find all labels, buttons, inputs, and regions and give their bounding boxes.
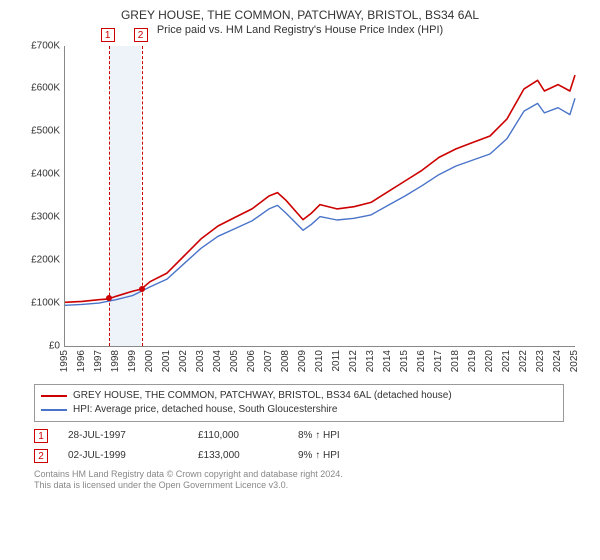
chart-marker-box: 1 (101, 28, 115, 42)
marker-line (142, 46, 143, 346)
legend-swatch-hpi (41, 409, 67, 411)
x-axis-label: 2009 (297, 350, 308, 372)
x-axis-label: 2023 (535, 350, 546, 372)
legend-item: GREY HOUSE, THE COMMON, PATCHWAY, BRISTO… (41, 389, 557, 403)
x-axis-label: 2010 (314, 350, 325, 372)
y-axis-label: £600K (20, 83, 60, 94)
x-axis-label: 1999 (127, 350, 138, 372)
y-axis-label: £700K (20, 40, 60, 51)
legend-swatch-subject (41, 395, 67, 397)
x-axis-label: 2002 (178, 350, 189, 372)
plot-region (64, 46, 575, 347)
sale-date: 02-JUL-1999 (68, 450, 178, 461)
x-axis-label: 2019 (467, 350, 478, 372)
legend-label: HPI: Average price, detached house, Sout… (73, 403, 337, 417)
sale-date: 28-JUL-1997 (68, 430, 178, 441)
x-axis-label: 2003 (195, 350, 206, 372)
y-axis-label: £300K (20, 212, 60, 223)
x-axis-label: 1998 (110, 350, 121, 372)
x-axis-label: 2025 (569, 350, 580, 372)
x-axis-label: 2024 (552, 350, 563, 372)
sale-marker-2: 2 (34, 449, 48, 463)
sale-delta: 9% ↑ HPI (298, 450, 388, 461)
footer-line: Contains HM Land Registry data © Crown c… (34, 469, 564, 481)
y-axis-label: £0 (20, 340, 60, 351)
x-axis-label: 2015 (399, 350, 410, 372)
sale-dot (106, 295, 112, 301)
legend: GREY HOUSE, THE COMMON, PATCHWAY, BRISTO… (34, 384, 564, 422)
legend-item: HPI: Average price, detached house, Sout… (41, 403, 557, 417)
x-axis-label: 2011 (331, 350, 342, 372)
x-axis-label: 2013 (365, 350, 376, 372)
x-axis-label: 2014 (382, 350, 393, 372)
x-axis-label: 2022 (518, 350, 529, 372)
legend-label: GREY HOUSE, THE COMMON, PATCHWAY, BRISTO… (73, 389, 452, 403)
sale-price: £133,000 (198, 450, 278, 461)
y-axis-label: £200K (20, 254, 60, 265)
x-axis-label: 2007 (263, 350, 274, 372)
x-axis-label: 2016 (416, 350, 427, 372)
footer: Contains HM Land Registry data © Crown c… (34, 469, 564, 492)
sales-table: 1 28-JUL-1997 £110,000 8% ↑ HPI 2 02-JUL… (34, 426, 564, 466)
x-axis-label: 2012 (348, 350, 359, 372)
x-axis-label: 1995 (59, 350, 70, 372)
sale-marker-1: 1 (34, 429, 48, 443)
table-row: 1 28-JUL-1997 £110,000 8% ↑ HPI (34, 426, 564, 446)
chart-subtitle: Price paid vs. HM Land Registry's House … (10, 24, 590, 36)
footer-line: This data is licensed under the Open Gov… (34, 480, 564, 492)
x-axis-label: 2006 (246, 350, 257, 372)
x-axis-label: 2000 (144, 350, 155, 372)
x-axis-label: 2001 (161, 350, 172, 372)
x-axis-label: 2005 (229, 350, 240, 372)
sale-price: £110,000 (198, 430, 278, 441)
x-axis-label: 1996 (76, 350, 87, 372)
x-axis-label: 2020 (484, 350, 495, 372)
y-axis-label: £100K (20, 297, 60, 308)
x-axis-label: 2018 (450, 350, 461, 372)
chart-area: £0 £100K £200K £300K £400K £500K £600K £700K 199… (20, 42, 580, 382)
y-axis-label: £500K (20, 126, 60, 137)
x-axis-label: 2021 (501, 350, 512, 372)
x-axis-label: 2017 (433, 350, 444, 372)
sale-dot (139, 286, 145, 292)
y-axis-label: £400K (20, 169, 60, 180)
table-row: 2 02-JUL-1999 £133,000 9% ↑ HPI (34, 446, 564, 466)
chart-marker-box: 2 (134, 28, 148, 42)
x-axis-label: 2008 (280, 350, 291, 372)
x-axis-label: 1997 (93, 350, 104, 372)
sale-delta: 8% ↑ HPI (298, 430, 388, 441)
chart-title: GREY HOUSE, THE COMMON, PATCHWAY, BRISTO… (10, 8, 590, 24)
x-axis-label: 2004 (212, 350, 223, 372)
